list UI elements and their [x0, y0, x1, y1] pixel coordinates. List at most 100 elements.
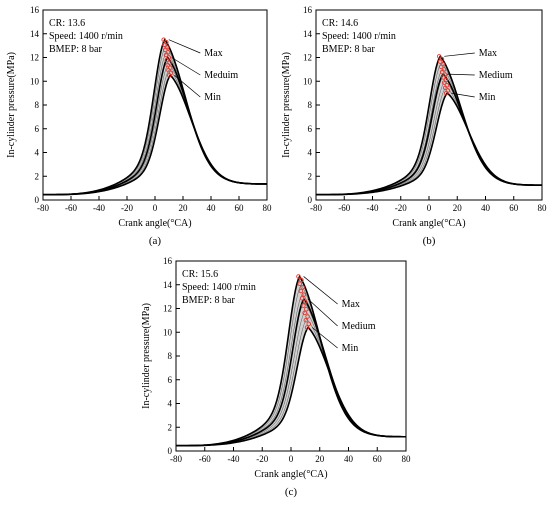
info-line: CR: 15.6 — [182, 269, 218, 280]
y-tick-label: 16 — [163, 256, 173, 266]
y-tick-label: 2 — [308, 171, 313, 181]
peak-marker — [302, 299, 308, 305]
peak-marker — [443, 90, 449, 96]
x-tick-label: -60 — [65, 203, 77, 213]
peak-marker — [165, 62, 170, 68]
x-tick-label: -80 — [37, 203, 49, 213]
series-line-min — [176, 326, 406, 447]
y-axis-label: In-cylinder pressure(MPa) — [6, 52, 17, 158]
y-tick-label: 2 — [35, 171, 40, 181]
peak-marker — [303, 317, 309, 323]
y-tick-label: 4 — [35, 148, 40, 158]
x-tick-label: 40 — [481, 203, 491, 213]
callout-label: Medium — [342, 321, 376, 332]
callout-label: Max — [342, 299, 360, 310]
peak-marker — [296, 274, 301, 279]
x-tick-label: -60 — [338, 203, 350, 213]
y-tick-label: 14 — [30, 29, 40, 39]
panel-label: (c) — [285, 486, 298, 498]
info-line: Speed: 1400 r/min — [49, 31, 123, 42]
y-tick-label: 4 — [308, 148, 313, 158]
x-tick-label: -80 — [170, 454, 182, 464]
panel-label: (a) — [149, 235, 162, 247]
peak-marker — [302, 310, 307, 316]
peak-marker — [300, 285, 305, 290]
y-tick-label: 12 — [30, 53, 39, 63]
x-tick-label: 20 — [179, 203, 189, 213]
peak-marker — [441, 80, 447, 85]
x-axis-label: Crank angle(°CA) — [254, 469, 327, 480]
callout-line — [312, 327, 338, 349]
callout-line — [171, 57, 201, 76]
peak-marker — [163, 47, 168, 53]
y-tick-label: 6 — [308, 124, 313, 134]
x-tick-label: -60 — [199, 454, 211, 464]
y-tick-label: 2 — [168, 422, 173, 432]
peak-marker — [437, 59, 443, 64]
callout-label: Medium — [479, 70, 513, 81]
y-tick-label: 6 — [35, 124, 40, 134]
peak-marker — [164, 57, 170, 63]
info-line: BMEP: 8 bar — [322, 44, 375, 55]
x-tick-label: 0 — [153, 203, 158, 213]
x-tick-label: -40 — [367, 203, 379, 213]
y-axis-label: In-cylinder pressure(MPa) — [141, 303, 152, 409]
y-tick-label: 12 — [303, 53, 312, 63]
peak-marker — [167, 73, 172, 78]
x-tick-label: 20 — [315, 454, 325, 464]
peak-marker — [442, 85, 448, 91]
peak-marker — [436, 54, 442, 59]
y-tick-label: 0 — [168, 446, 173, 456]
chart-panel-c: -80 -60 -40 -20 0 20 40 60 80 0 2 4 6 8 10 12 14 16 Crank … — [141, 256, 411, 498]
x-tick-label: -20 — [395, 203, 407, 213]
y-tick-label: 4 — [168, 399, 173, 409]
x-tick-label: -80 — [310, 203, 322, 213]
peak-marker — [299, 296, 305, 301]
x-tick-label: 40 — [207, 203, 217, 213]
callout-line — [444, 52, 475, 57]
series-line-min — [43, 74, 267, 196]
callout-line — [303, 276, 338, 305]
callout-line — [168, 39, 201, 54]
peak-marker — [304, 307, 309, 312]
peak-marker — [305, 314, 310, 319]
x-tick-label: -20 — [256, 454, 268, 464]
y-tick-label: 10 — [163, 327, 173, 337]
x-tick-label: 80 — [538, 203, 548, 213]
peak-marker — [438, 64, 444, 70]
callout-label: Meduim — [204, 70, 238, 81]
x-axis-label: Crank angle(°CA) — [118, 218, 191, 229]
x-tick-label: 60 — [373, 454, 383, 464]
chart-panel-b: -80 -60 -40 -20 0 20 40 60 80 0 2 4 6 8 10 12 14 16 Crank … — [281, 5, 547, 247]
callout-label: Min — [342, 343, 359, 354]
peak-marker — [440, 75, 446, 80]
y-tick-label: 10 — [30, 76, 40, 86]
peak-marker — [161, 37, 166, 42]
peak-marker — [163, 52, 169, 58]
callout-label: Max — [479, 48, 497, 59]
callout-label: Max — [204, 48, 222, 59]
y-axis-label: In-cylinder pressure(MPa) — [281, 52, 292, 158]
series-line-medium — [316, 72, 542, 196]
peak-marker — [301, 303, 306, 308]
y-tick-label: 8 — [35, 100, 40, 110]
peak-marker — [162, 42, 167, 48]
callout-line — [174, 75, 201, 98]
y-tick-label: 14 — [303, 29, 313, 39]
y-tick-label: 14 — [163, 280, 173, 290]
y-tick-label: 8 — [308, 100, 313, 110]
peak-marker — [298, 288, 304, 294]
callout-line — [451, 92, 475, 98]
peak-marker — [166, 67, 171, 73]
x-tick-label: -40 — [93, 203, 105, 213]
peak-marker — [301, 292, 307, 297]
info-line: BMEP: 8 bar — [49, 44, 102, 55]
x-tick-label: -40 — [228, 454, 240, 464]
peak-marker — [299, 277, 304, 283]
peak-marker — [306, 321, 312, 327]
series-line-min — [316, 91, 542, 196]
x-tick-label: 0 — [289, 454, 294, 464]
y-tick-label: 8 — [168, 351, 173, 361]
y-tick-label: 12 — [163, 304, 172, 314]
